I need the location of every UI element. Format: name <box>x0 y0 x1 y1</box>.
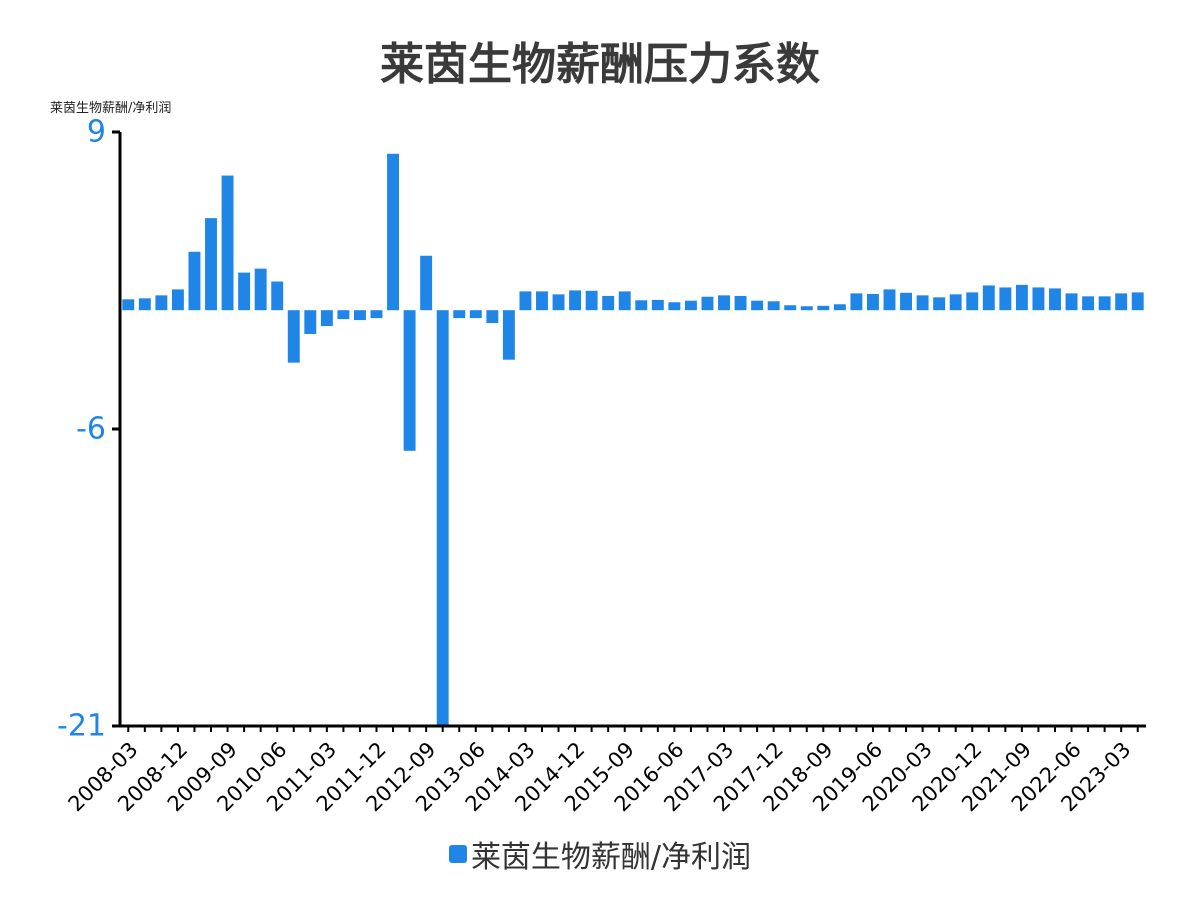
legend-swatch <box>448 845 467 863</box>
bar-2009-09 <box>221 175 234 311</box>
bar-2011-03 <box>320 310 333 327</box>
bar-2008-12 <box>171 289 184 311</box>
bar-2021-12 <box>1032 287 1045 311</box>
bar-2017-12 <box>767 301 780 311</box>
bar-2015-09 <box>618 291 631 311</box>
bar-2012-06 <box>403 310 416 451</box>
bar-2016-09 <box>684 300 697 311</box>
bar-2012-03 <box>387 153 400 311</box>
bar-2018-06 <box>800 306 813 311</box>
bar-2012-12 <box>436 310 449 726</box>
bar-2009-03 <box>188 251 201 311</box>
bar-2021-03 <box>982 285 995 311</box>
x-axis-ticks: 2008-032008-122009-092010-062011-032011-… <box>64 726 1139 816</box>
bar-2008-09 <box>155 295 168 311</box>
bar-2010-12 <box>304 310 317 334</box>
bar-series <box>122 153 1144 726</box>
bar-2019-06 <box>866 293 879 311</box>
bar-2023-03 <box>1115 293 1128 311</box>
bar-2020-12 <box>966 292 979 311</box>
bar-2017-06 <box>734 295 747 311</box>
bar-2011-06 <box>337 310 350 320</box>
bar-2019-12 <box>900 292 913 311</box>
legend: 莱茵生物薪酬/净利润 <box>0 832 1200 876</box>
bar-2017-09 <box>751 300 764 311</box>
y-tick-label: 9 <box>87 115 106 150</box>
bar-2018-09 <box>817 305 830 311</box>
bar-2016-12 <box>701 296 714 311</box>
bar-2017-03 <box>718 295 730 311</box>
bar-2008-03 <box>122 299 135 311</box>
legend-label: 莱茵生物薪酬/净利润 <box>470 840 752 875</box>
bar-2020-06 <box>933 297 946 311</box>
bar-2013-09 <box>486 310 499 324</box>
y-tick-label: -21 <box>57 709 106 744</box>
bar-2018-12 <box>833 304 846 311</box>
bar-2011-09 <box>353 310 366 321</box>
bar-2012-09 <box>420 255 433 311</box>
bar-2014-12 <box>569 290 582 311</box>
bar-2013-03 <box>453 310 466 319</box>
bar-2019-09 <box>883 289 896 311</box>
y-axis-ticks: 9 -6 -21 <box>57 115 120 744</box>
bar-2022-06 <box>1065 293 1078 311</box>
bar-2015-12 <box>635 300 648 311</box>
bar-2016-06 <box>668 302 681 311</box>
bar-2015-03 <box>585 290 598 311</box>
bar-2010-06 <box>271 281 284 311</box>
bar-2011-12 <box>370 310 383 319</box>
bar-2021-06 <box>999 287 1012 311</box>
y-axis-label: 莱茵生物薪酬/净利润 <box>50 101 172 116</box>
bar-2020-09 <box>949 294 962 311</box>
bar-2013-06 <box>469 310 482 319</box>
bar-2008-06 <box>138 298 151 311</box>
bar-2014-03 <box>519 291 532 311</box>
bar-2009-06 <box>205 218 217 311</box>
bar-2010-03 <box>254 268 267 311</box>
bar-2023-06 <box>1131 292 1144 311</box>
bar-2020-03 <box>916 295 929 311</box>
bar-2019-03 <box>850 293 863 311</box>
bar-2018-03 <box>784 305 797 311</box>
bar-2015-06 <box>602 295 615 311</box>
bar-2016-03 <box>651 299 664 311</box>
bar-2022-12 <box>1098 296 1111 311</box>
bar-2009-12 <box>238 272 251 311</box>
bar-2013-12 <box>502 310 515 360</box>
bar-2022-09 <box>1082 296 1095 311</box>
bar-2010-09 <box>287 310 300 363</box>
bar-2014-06 <box>536 291 548 311</box>
y-tick-label: -6 <box>76 412 106 447</box>
bar-2014-09 <box>552 294 565 311</box>
bar-2022-03 <box>1049 288 1061 311</box>
chart-title: 莱茵生物薪酬压力系数 <box>380 39 820 90</box>
bar-2021-09 <box>1015 284 1028 311</box>
